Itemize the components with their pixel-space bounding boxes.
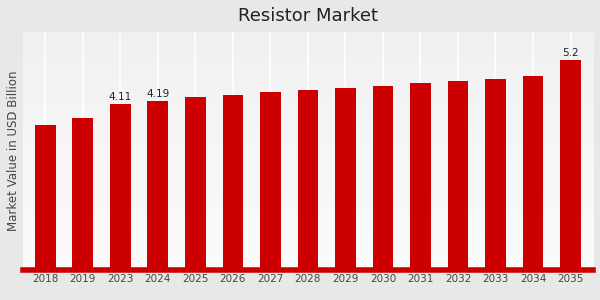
Y-axis label: Market Value in USD Billion: Market Value in USD Billion xyxy=(7,71,20,231)
Bar xyxy=(260,92,281,270)
Bar xyxy=(523,76,544,270)
Text: 4.11: 4.11 xyxy=(109,92,132,102)
Text: 4.19: 4.19 xyxy=(146,89,169,99)
Bar xyxy=(185,98,206,270)
Bar xyxy=(223,94,243,270)
Bar xyxy=(485,79,506,270)
Bar xyxy=(560,60,581,270)
Bar xyxy=(335,88,356,270)
Bar xyxy=(35,125,56,270)
Bar xyxy=(73,118,93,270)
Bar xyxy=(410,83,431,270)
Bar xyxy=(373,86,393,270)
Bar xyxy=(110,104,131,270)
Bar xyxy=(298,90,318,270)
Title: Resistor Market: Resistor Market xyxy=(238,7,378,25)
Bar xyxy=(448,81,468,270)
Text: 5.2: 5.2 xyxy=(562,48,579,58)
Bar xyxy=(148,101,168,270)
